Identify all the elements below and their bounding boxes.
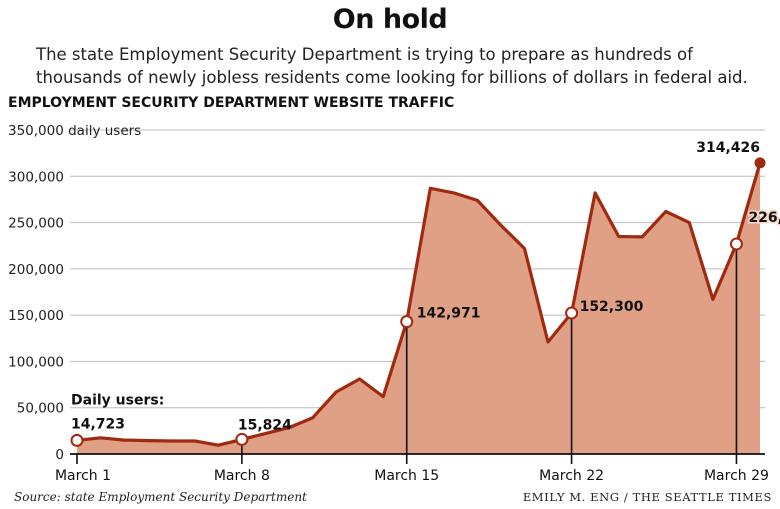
data-point-marker (754, 157, 766, 169)
series-line (76, 162, 762, 447)
y-tick-label: 100,000 (8, 354, 64, 370)
data-point-marker (729, 237, 743, 251)
annotations: Daily users: 14,723 15,824 142,971 152,300 22… (70, 140, 780, 464)
data-label: 14,723 (71, 416, 125, 432)
annotation-heading: Daily users: (71, 392, 164, 408)
data-point-marker (400, 315, 414, 329)
data-label: 15,824 (238, 417, 292, 433)
chart-title: On hold (332, 4, 448, 35)
y-tick-label: 350,000 daily users (8, 123, 141, 139)
y-tick-label: 300,000 (8, 169, 64, 185)
y-tick-label: 50,000 (17, 401, 64, 417)
x-tick-label: March 22 (539, 468, 604, 484)
data-point-marker (70, 433, 84, 447)
area-fill (77, 162, 760, 454)
credit-line: EMILY M. ENG / THE SEATTLE TIMES (522, 490, 772, 504)
data-point-marker (565, 306, 579, 320)
axes: 0 50,000 100,000 150,000 200,000 250,000 300,0… (8, 123, 769, 484)
chart-heading: EMPLOYMENT SECURITY DEPARTMENT WEBSITE T… (8, 95, 455, 111)
data-label: 152,300 (580, 299, 644, 315)
x-tick-label: March 1 (55, 468, 111, 484)
x-tick-label: March 15 (374, 468, 439, 484)
y-tick-label: 200,000 (8, 262, 64, 278)
y-tick-label: 250,000 (8, 216, 64, 232)
data-label: 226,894 (748, 210, 780, 226)
source-note: Source: state Employment Security Depart… (14, 490, 307, 504)
y-tick-label: 150,000 (8, 308, 64, 324)
x-tick-label: March 8 (214, 468, 270, 484)
data-label: 314,426 (696, 140, 760, 156)
data-label: 142,971 (417, 306, 481, 322)
y-tick-label: 0 (55, 447, 64, 463)
x-tick-label: March 29 (704, 468, 769, 484)
chart-subtitle: The state Employment Security Department… (36, 45, 748, 87)
data-point-marker (235, 432, 249, 446)
area-series (76, 162, 762, 454)
